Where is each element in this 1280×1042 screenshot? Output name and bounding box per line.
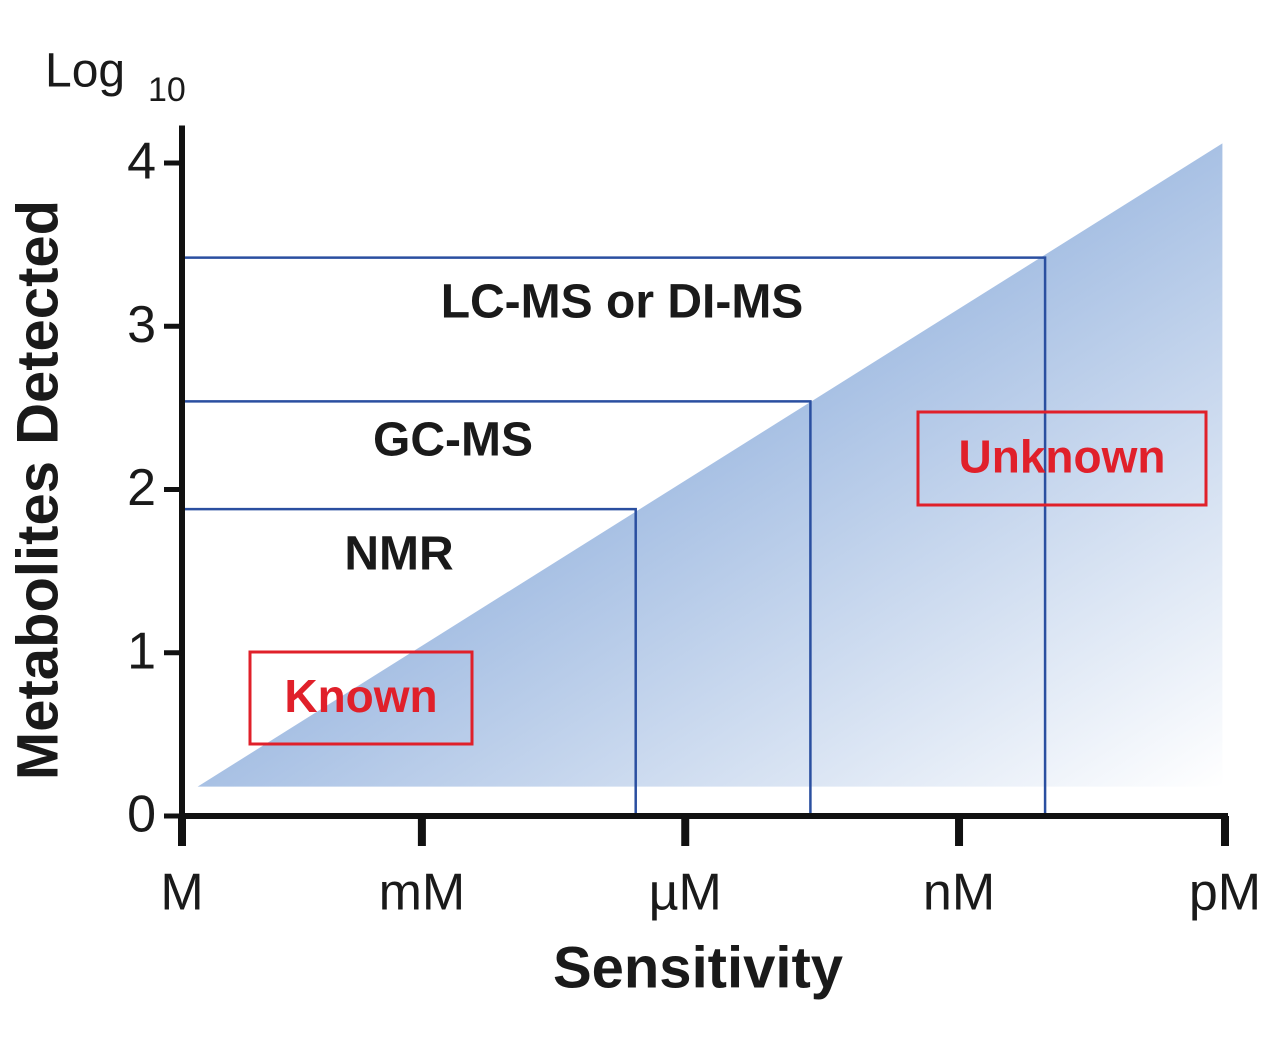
x-axis-title: Sensitivity xyxy=(553,935,843,1000)
x-tick-label: µM xyxy=(649,864,722,922)
annotation-box xyxy=(916,410,1208,507)
y-tick-label: 3 xyxy=(127,296,156,354)
x-tick-label: mM xyxy=(379,864,466,922)
area xyxy=(197,143,1223,787)
x-tick-label: nM xyxy=(923,864,995,922)
technique-label: NMR xyxy=(344,528,453,581)
y-tick-label: 4 xyxy=(127,133,156,191)
y-axis-title: Metabolites Detected xyxy=(5,200,70,780)
x-tick-label: pM xyxy=(1189,864,1261,922)
technique-bound xyxy=(182,256,1047,816)
technique-bound xyxy=(182,507,637,816)
technique-label: LC-MS or DI-MS xyxy=(441,276,804,329)
technique-label: GC-MS xyxy=(373,414,533,467)
x-tick-label: M xyxy=(160,864,203,922)
annotation: Unknown xyxy=(959,431,1166,483)
y-tick-label: 2 xyxy=(127,459,156,517)
y-unit: Log xyxy=(45,45,125,98)
y-unit-sub: 10 xyxy=(148,71,186,109)
annotation: Known xyxy=(284,670,437,722)
technique-bound xyxy=(182,400,812,816)
y-tick-label: 1 xyxy=(127,622,156,680)
y-tick-label: 0 xyxy=(127,786,156,844)
annotation-box xyxy=(248,650,474,746)
